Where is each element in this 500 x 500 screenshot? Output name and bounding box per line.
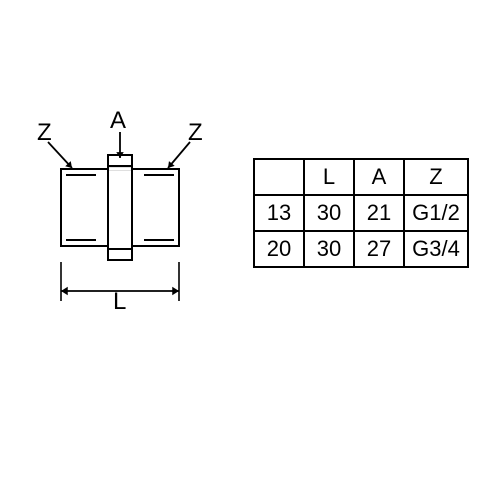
svg-text:L: L [113,288,126,315]
table-cell: 20 [254,231,304,267]
table-cell: G1/2 [404,195,468,231]
table-cell: 13 [254,195,304,231]
table-header-cell: A [354,159,404,195]
svg-text:Z: Z [37,119,52,146]
svg-text:Z: Z [188,119,203,146]
dimension-table: LAZ 133021G1/2 203027G3/4 [253,158,469,268]
table-cell: 21 [354,195,404,231]
table-cell: 30 [304,231,354,267]
figure-stage: ZAZL LAZ133021G1/2203027G3/4 [0,0,500,500]
svg-text:A: A [110,107,126,134]
table-header-cell [254,159,304,195]
table-cell: 30 [304,195,354,231]
table-header-cell: L [304,159,354,195]
table-cell: 27 [354,231,404,267]
table-cell: G3/4 [404,231,468,267]
table-header-cell: Z [404,159,468,195]
